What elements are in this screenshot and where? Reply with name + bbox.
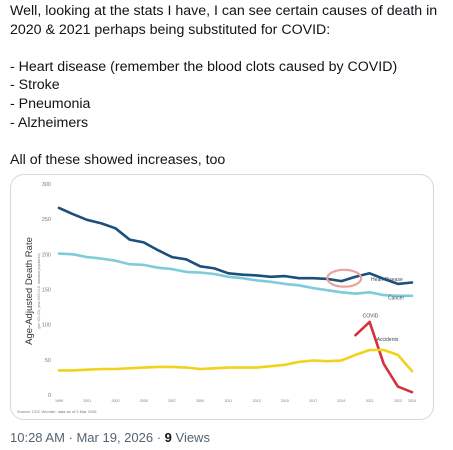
x-tick-label: 1999 <box>55 399 63 403</box>
x-tick-label: 2013 <box>253 399 261 403</box>
x-tick-label: 2015 <box>281 399 289 403</box>
y-tick-label: 0 <box>48 393 51 399</box>
tweet-meta: 10:28 AM · Mar 19, 2026 · 9 Views <box>10 430 210 445</box>
annotation-accidents: Accidents <box>377 337 399 343</box>
chart-source: Source: CDC Wonder, data as of 3 Mar 202… <box>17 409 97 414</box>
x-tick-label: 2019 <box>337 399 345 403</box>
annotation-covid: COVID <box>363 314 379 320</box>
series-line-accidents <box>57 348 414 373</box>
views-label: Views <box>171 430 210 445</box>
x-tick-label: 2003 <box>111 399 119 403</box>
meta-separator: · <box>153 430 165 445</box>
series-line-covid <box>354 320 414 394</box>
x-tick-label: 2005 <box>140 399 148 403</box>
annotation-cancer: Cancer <box>388 295 404 301</box>
x-tick-label: 2023 <box>394 399 402 403</box>
y-tick-label: 200 <box>42 252 51 258</box>
death-rate-chart: 300 250 200 150 100 50 0 1999 2001 2003 2005 2007 2… <box>17 182 416 414</box>
x-tick-label: 2009 <box>196 399 204 403</box>
y-tick-label: 100 <box>42 323 51 329</box>
highlight-circle <box>326 268 363 288</box>
tweet-text: Well, looking at the stats I have, I can… <box>10 3 438 168</box>
annotation-heart-disease: Heart Disease <box>371 277 403 283</box>
x-tick-label: 2017 <box>309 399 317 403</box>
chart-ylabel: Age-Adjusted Death Rate <box>24 237 35 345</box>
tweet-timestamp[interactable]: 10:28 AM · Mar 19, 2026 <box>10 430 154 445</box>
series-line-heart-disease <box>57 206 414 286</box>
y-tick-label: 250 <box>42 217 51 223</box>
y-tick-label: 300 <box>42 182 51 188</box>
y-tick-label: 150 <box>42 288 51 294</box>
y-tick-label: 50 <box>45 358 51 364</box>
chart-image[interactable]: 300 250 200 150 100 50 0 1999 2001 2003 2005 2007 2… <box>10 174 434 420</box>
x-tick-label: 2024 <box>408 399 416 403</box>
x-tick-label: 2001 <box>83 399 91 403</box>
views-count: 9 <box>164 430 172 445</box>
x-tick-label: 2021 <box>366 399 374 403</box>
series-line-cancer <box>57 252 414 298</box>
x-tick-label: 2007 <box>168 399 176 403</box>
x-tick-label: 2011 <box>225 399 233 403</box>
chart-ylabel-sub: (per 100,000, year 2000 U.S. standard po… <box>37 253 41 329</box>
